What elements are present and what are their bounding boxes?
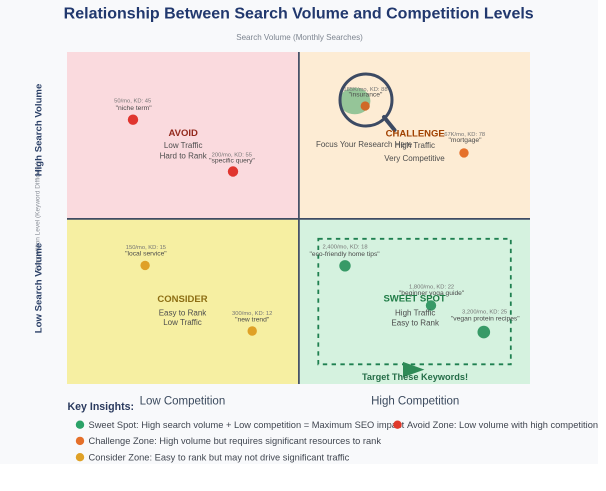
svg-text:"new trend": "new trend" (235, 316, 270, 323)
svg-text:Low Competition: Low Competition (140, 396, 226, 408)
svg-text:Hard to Rank: Hard to Rank (160, 151, 208, 160)
svg-text:67K/mo, KD: 78: 67K/mo, KD: 78 (444, 132, 485, 138)
svg-text:Focus Your Research Here: Focus Your Research Here (316, 140, 413, 149)
svg-text:High Traffic: High Traffic (395, 141, 435, 150)
svg-text:"niche term": "niche term" (116, 105, 153, 112)
svg-text:"beginner yoga guide": "beginner yoga guide" (399, 290, 465, 297)
svg-text:High Traffic: High Traffic (395, 308, 435, 317)
svg-text:Very Competitive: Very Competitive (384, 154, 445, 163)
svg-text:"mortgage": "mortgage" (449, 137, 483, 144)
svg-text:"vegan protein recipes": "vegan protein recipes" (451, 316, 520, 323)
svg-text:AVOID: AVOID (169, 128, 199, 139)
svg-text:Key Insights:: Key Insights: (68, 401, 135, 413)
svg-text:300/mo, KD: 12: 300/mo, KD: 12 (232, 311, 272, 317)
svg-text:"eco-friendly home tips": "eco-friendly home tips" (310, 251, 381, 258)
svg-text:150/mo, KD: 15: 150/mo, KD: 15 (126, 245, 166, 251)
svg-text:"local service": "local service" (125, 251, 167, 258)
svg-text:Relationship Between Search Vo: Relationship Between Search Volume and C… (64, 6, 534, 23)
svg-text:High Search Volume: High Search Volume (33, 84, 44, 177)
svg-text:Easy to Rank: Easy to Rank (159, 308, 208, 317)
svg-text:200/mo, KD: 55: 200/mo, KD: 55 (212, 153, 252, 159)
svg-text:Easy to Rank: Easy to Rank (391, 318, 440, 327)
svg-text:2,400/mo, KD: 18: 2,400/mo, KD: 18 (322, 244, 367, 250)
svg-text:High Competition: High Competition (371, 396, 459, 408)
svg-text:"specific query": "specific query" (209, 157, 255, 164)
svg-text:Low Search Volume: Low Search Volume (33, 243, 44, 333)
svg-text:CONSIDER: CONSIDER (157, 294, 207, 305)
svg-text:CHALLENGE: CHALLENGE (386, 129, 445, 140)
svg-text:Low Traffic: Low Traffic (164, 141, 203, 150)
svg-text:Competition Level (Keyword Dif: Competition Level (Keyword Difficulty) (35, 162, 42, 272)
svg-text:"insurance": "insurance" (349, 92, 383, 99)
svg-text:Target These Keywords!: Target These Keywords! (362, 372, 468, 382)
svg-text:Avoid Zone: Low volume with hi: Avoid Zone: Low volume with high competi… (407, 420, 598, 430)
svg-text:Consider Zone: Easy to rank bu: Consider Zone: Easy to rank but may not … (89, 452, 350, 462)
svg-text:Search Volume (Monthly Searche: Search Volume (Monthly Searches) (236, 33, 363, 42)
svg-text:1,800/mo, KD: 22: 1,800/mo, KD: 22 (409, 284, 454, 290)
svg-text:185K/mo, KD: 88: 185K/mo, KD: 88 (343, 87, 387, 93)
svg-text:3,200/mo, KD: 25: 3,200/mo, KD: 25 (462, 310, 507, 316)
svg-text:50/mo, KD: 45: 50/mo, KD: 45 (114, 98, 151, 104)
svg-text:Low Traffic: Low Traffic (163, 318, 202, 327)
svg-text:Challenge Zone: High volume bu: Challenge Zone: High volume but requires… (89, 436, 382, 446)
svg-text:Sweet Spot: High search volume: Sweet Spot: High search volume + Low com… (89, 420, 405, 430)
svg-text:SWEET SPOT: SWEET SPOT (383, 293, 445, 304)
